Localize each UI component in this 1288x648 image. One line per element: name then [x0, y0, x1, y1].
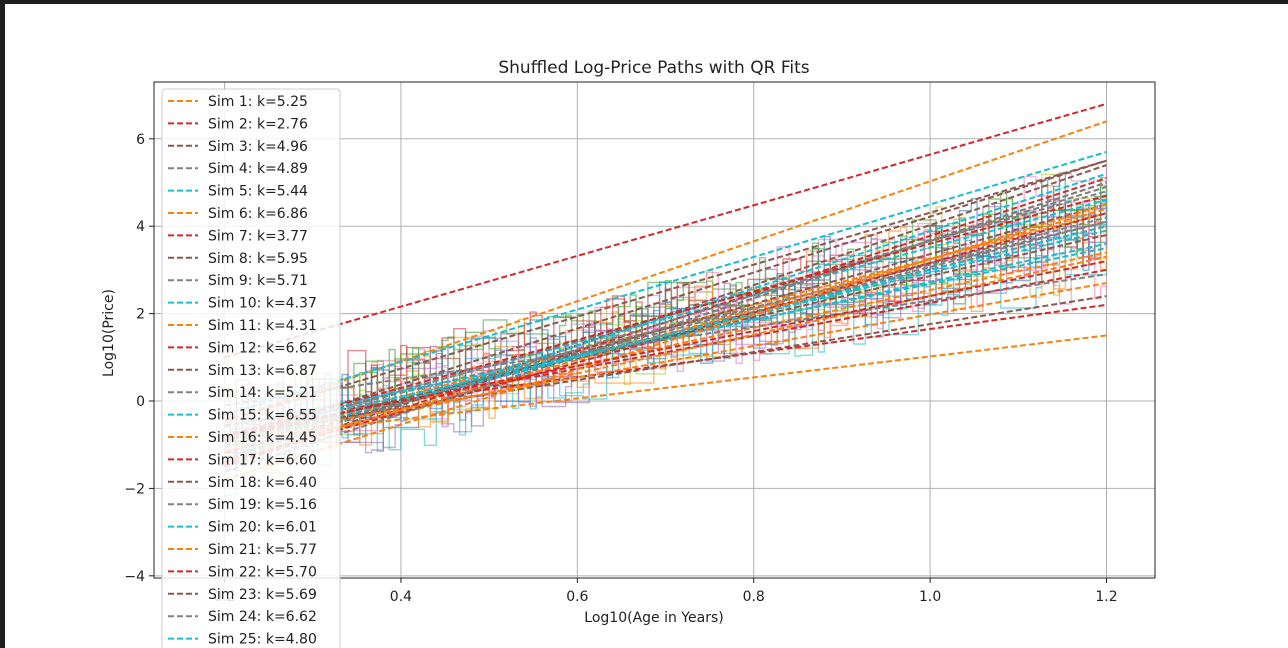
y-tick-label: 0 — [136, 394, 145, 410]
fit-line — [224, 185, 1107, 459]
x-tick-label: 0.8 — [743, 589, 765, 605]
fit-line — [224, 150, 1107, 416]
legend-label: Sim 19: k=5.16 — [208, 497, 317, 513]
legend: Sim 1: k=5.25 Sim 2: k=2.76 Sim 3: k=4.96 S… — [161, 88, 341, 648]
x-tick-label: 1.0 — [919, 589, 941, 605]
legend-label: Sim 18: k=6.40 — [208, 475, 317, 491]
fit-line — [224, 194, 1107, 437]
legend-label: Sim 2: k=2.76 — [208, 116, 308, 132]
y-tick-label: −4 — [124, 569, 145, 585]
y-tick-label: −2 — [124, 481, 145, 497]
fit-line — [224, 199, 1107, 439]
price-path — [224, 214, 1108, 473]
legend-label: Sim 3: k=4.96 — [208, 139, 308, 155]
legend-box — [161, 88, 341, 648]
legend-label: Sim 13: k=6.87 — [208, 363, 317, 379]
fit-line — [224, 216, 1107, 447]
legend-label: Sim 15: k=6.55 — [208, 408, 317, 424]
chart-title: Shuffled Log-Price Paths with QR Fits — [498, 58, 809, 78]
y-tick-label: 6 — [136, 132, 145, 148]
fit-line — [224, 159, 1107, 442]
fit-line — [224, 164, 1107, 467]
fit-line — [224, 225, 1107, 446]
legend-label: Sim 4: k=4.89 — [208, 161, 308, 177]
legend-label: Sim 7: k=3.77 — [208, 228, 308, 244]
fit-line — [224, 334, 1107, 442]
x-tick-label: 1.2 — [1095, 589, 1117, 605]
qr-fit-lines — [224, 102, 1107, 481]
legend-label: Sim 20: k=6.01 — [208, 520, 317, 536]
legend-label: Sim 17: k=6.60 — [208, 452, 317, 468]
legend-label: Sim 8: k=5.95 — [208, 251, 308, 267]
y-tick-label: 4 — [136, 219, 145, 235]
legend-label: Sim 21: k=5.77 — [208, 542, 317, 558]
legend-label: Sim 16: k=4.45 — [208, 430, 317, 446]
price-path — [224, 197, 1107, 451]
fit-line — [224, 251, 1107, 442]
legend-label: Sim 6: k=6.86 — [208, 206, 308, 222]
legend-label: Sim 9: k=5.71 — [208, 273, 308, 289]
legend-label: Sim 12: k=6.62 — [208, 340, 317, 356]
fit-line — [224, 247, 1107, 429]
legend-label: Sim 10: k=4.37 — [208, 296, 317, 312]
fit-line — [224, 255, 1107, 453]
plot-frame — [153, 81, 1156, 579]
legend-label: Sim 11: k=4.31 — [208, 318, 317, 334]
chart: Shuffled Log-Price Paths with QR Fits 0.… — [101, 58, 1156, 648]
x-tick-label: 0.6 — [566, 589, 588, 605]
fit-line — [224, 260, 1107, 437]
legend-label: Sim 14: k=5.21 — [208, 385, 317, 401]
fit-line — [224, 273, 1107, 407]
legend-label: Sim 24: k=6.62 — [208, 609, 317, 625]
figure-canvas: Shuffled Log-Price Paths with QR Fits 0.… — [5, 4, 1288, 648]
x-tick-label: 0.4 — [390, 589, 412, 605]
y-axis-label: Log10(Price) — [101, 289, 117, 377]
legend-label: Sim 1: k=5.25 — [208, 94, 308, 110]
fit-line — [224, 282, 1107, 442]
fit-line — [224, 220, 1107, 437]
legend-label: Sim 23: k=5.69 — [208, 587, 317, 603]
fit-line — [224, 233, 1107, 442]
legend-label: Sim 22: k=5.70 — [208, 564, 317, 580]
legend-label: Sim 25: k=4.80 — [208, 632, 317, 648]
y-tick-label: 2 — [136, 307, 145, 323]
fit-line — [224, 203, 1107, 481]
x-axis-label: Log10(Age in Years) — [584, 610, 723, 626]
fit-line — [224, 159, 1107, 422]
legend-label: Sim 5: k=5.44 — [208, 184, 308, 200]
